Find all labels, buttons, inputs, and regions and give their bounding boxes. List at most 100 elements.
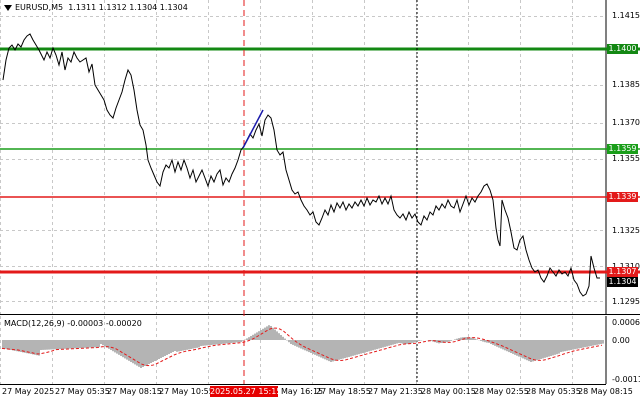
macd-bar (570, 340, 572, 350)
macd-bar (558, 340, 560, 354)
macd-bar (238, 340, 240, 343)
macd-bar (44, 340, 46, 350)
dropdown-triangle-icon[interactable] (4, 4, 12, 11)
macd-bar (66, 340, 68, 349)
macd-bar (364, 340, 366, 353)
macd-bar (556, 340, 558, 355)
macd-bar (562, 340, 564, 352)
macd-bar (356, 340, 358, 355)
macd-bar (266, 326, 268, 340)
time-axis-label: 27 May 2025 (2, 387, 55, 396)
macd-bar (348, 340, 350, 357)
macd-bar (588, 340, 590, 347)
macd-bar (122, 340, 124, 358)
macd-bar (18, 340, 20, 352)
macd-bar (312, 340, 314, 354)
macd-bar (430, 340, 432, 341)
macd-bar (250, 336, 252, 340)
macd-bar (192, 340, 194, 349)
level-tag-1.1307[interactable]: 1.1307 (607, 267, 638, 277)
macd-bar (376, 340, 378, 350)
macd-bar (560, 340, 562, 352)
macd-bar (174, 340, 176, 351)
macd-bar (88, 340, 90, 348)
macd-bar (220, 340, 222, 344)
macd-bar (124, 340, 126, 359)
macd-bar (366, 340, 368, 352)
macd-bar (180, 340, 182, 351)
trend-line[interactable] (242, 109, 264, 149)
macd-bar (456, 338, 458, 340)
level-tag-1.1339[interactable]: 1.1339 (607, 192, 638, 202)
macd-bar (274, 329, 276, 340)
time-axis-label: 28 May 08:15 (578, 387, 633, 396)
macd-bar (196, 340, 198, 348)
macd-bar (408, 340, 410, 344)
macd-bar (330, 340, 332, 362)
macd-bar (68, 340, 70, 349)
macd-bar (352, 340, 354, 356)
macd-bar (334, 340, 336, 361)
macd-bar (380, 340, 382, 348)
macd-bar (410, 340, 412, 344)
macd-bar (382, 340, 384, 348)
macd-bar (418, 340, 420, 341)
macd-bar (120, 340, 122, 356)
macd-bar (226, 340, 228, 344)
level-tag-1.1359[interactable]: 1.1359 (607, 144, 638, 154)
macd-bar (178, 340, 180, 352)
macd-bar (4, 340, 6, 349)
macd-bar (230, 340, 232, 343)
macd-bar (116, 340, 118, 354)
macd-bar (396, 340, 398, 344)
highlighted-time-label: 2025.05.27 15:15 (210, 386, 282, 397)
macd-bar (268, 325, 270, 340)
macd-bar (572, 340, 574, 350)
macd-bar (202, 340, 204, 346)
macd-bar (444, 340, 446, 343)
macd-bar (482, 340, 484, 342)
macd-bar (84, 340, 86, 348)
macd-bar (152, 340, 154, 362)
macd-bar (162, 340, 164, 357)
macd-bar (104, 340, 106, 347)
macd-bar (248, 337, 250, 340)
macd-bar (2, 340, 4, 349)
macd-bar (32, 340, 34, 355)
price-axis-label: 1.1385 (612, 80, 640, 89)
macd-bar (414, 340, 416, 343)
macd-bar (46, 340, 48, 350)
macd-bar (370, 340, 372, 351)
macd-bar (388, 340, 390, 346)
macd-axis-label: 0.0006 (612, 318, 640, 327)
macd-bar (322, 340, 324, 359)
macd-bar (448, 340, 450, 342)
macd-bar (168, 340, 170, 354)
macd-bar (252, 334, 254, 340)
macd-bar (138, 340, 140, 367)
level-tag-1.1400[interactable]: 1.1400 (607, 44, 638, 54)
macd-bar (86, 340, 88, 348)
macd-bar (496, 340, 498, 347)
macd-bar (158, 340, 160, 359)
macd-bar (598, 340, 600, 345)
macd-bar (216, 340, 218, 345)
time-axis-label: 27 May 05:35 (55, 387, 110, 396)
macd-bar (578, 340, 580, 349)
macd-bar (6, 340, 8, 350)
macd-bar (144, 340, 146, 366)
macd-bar (78, 340, 80, 349)
macd-bar (554, 340, 556, 355)
macd-bar (110, 340, 112, 350)
macd-bar (16, 340, 18, 352)
macd-bar (336, 340, 338, 361)
horizontal-levels (0, 47, 640, 274)
macd-bar (374, 340, 376, 350)
macd-bar (212, 340, 214, 345)
macd-bar (176, 340, 178, 352)
macd-bar (210, 340, 212, 345)
macd-bar (218, 340, 220, 345)
macd-bar (520, 340, 522, 358)
macd-bar (294, 340, 296, 346)
